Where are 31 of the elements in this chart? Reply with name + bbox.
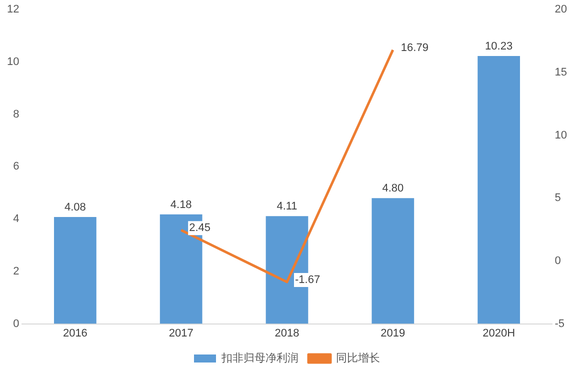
x-tick-label: 2017 <box>168 327 194 340</box>
y-tick-label: 2 <box>13 265 20 278</box>
y-tick-label: 4 <box>13 213 20 226</box>
x-tick-label: 2020H <box>482 327 516 340</box>
data-label: 10.23 <box>485 40 513 52</box>
x-tick-label: 2018 <box>274 327 300 340</box>
legend-label: 扣非归母净利润 <box>220 352 298 365</box>
data-label: 16.79 <box>400 42 428 54</box>
bar <box>372 198 414 324</box>
x-tick-label: 2016 <box>62 327 88 340</box>
legend-label: 同比增长 <box>336 352 380 365</box>
y2-tick-label: 20 <box>554 4 568 16</box>
y-tick-label: 0 <box>13 318 20 330</box>
y2-tick-label: 15 <box>554 66 568 78</box>
data-label: -1.67 <box>295 274 320 286</box>
data-label: 4.18 <box>170 198 192 211</box>
y-tick-label: 12 <box>6 4 20 16</box>
data-label: 4.80 <box>382 182 404 195</box>
y2-tick-label: -5 <box>554 318 565 330</box>
y-tick-label: 10 <box>6 56 20 68</box>
y-tick-label: 8 <box>13 108 20 120</box>
x-tick-label: 2019 <box>380 327 406 340</box>
bar <box>478 56 520 324</box>
data-label: 4.08 <box>64 202 86 214</box>
data-label: 2.45 <box>189 222 211 234</box>
data-label: 4.11 <box>276 200 298 213</box>
bar <box>54 216 96 324</box>
y-tick-label: 6 <box>13 160 20 173</box>
y2-tick-label: 0 <box>554 254 561 267</box>
y2-tick-label: 5 <box>554 192 561 204</box>
y2-tick-label: 10 <box>554 129 568 142</box>
